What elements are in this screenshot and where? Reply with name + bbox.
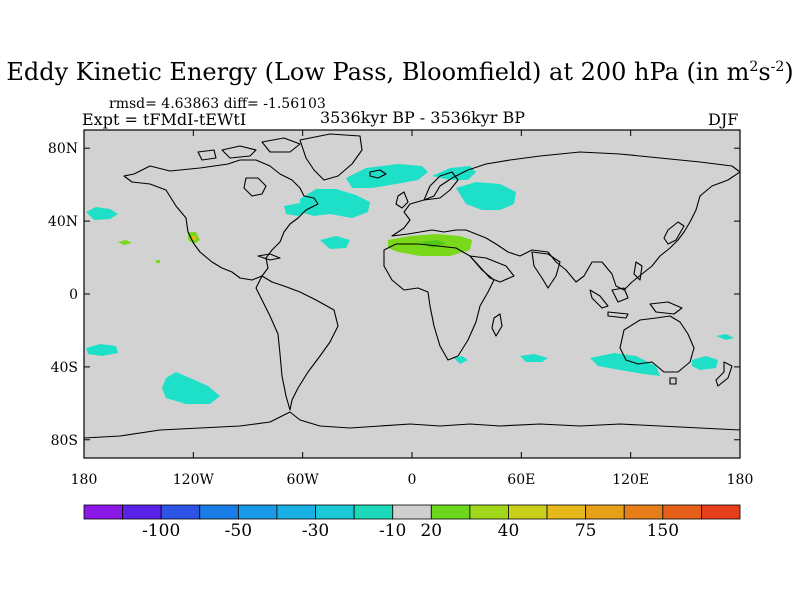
colorbar-box [508,504,548,520]
lon-label: 180 [727,472,754,488]
anomaly-patch-south-pacific-west [86,344,118,356]
colorbar-box [315,504,355,520]
anomaly-patch-north-atlantic-west [300,189,370,218]
season-label: DJF [708,110,739,129]
coastline-arctic-islands-3 [197,149,217,161]
anomaly-field [86,164,734,404]
coastline-greenland [299,133,363,181]
lat-label: 0 [69,287,78,303]
colorbar-box [353,504,394,520]
latitude-labels: 80N 40N 0 40S 80S [48,141,78,449]
coastline-australia [619,315,695,373]
colorbar-label: 75 [575,521,597,541]
colorbar-box [585,504,625,520]
coastline-arctic-islands-2 [261,137,301,153]
anomaly-patch-mid-pacific [118,240,132,245]
coastline-madagascar [491,313,503,337]
colorbar-label: -30 [302,521,329,541]
lat-label: 40N [48,214,78,230]
lon-label: 0 [408,472,417,488]
coastline-arctic-islands-1 [221,145,257,159]
colorbar-label: 150 [647,521,679,541]
coastline-scandinavia [423,171,459,201]
coastline-british-isles [395,191,409,209]
lon-label: 60E [507,472,535,488]
colorbar-box [623,504,664,520]
anomaly-patch-north-america [284,203,308,216]
colorbar-box [237,504,278,520]
coastline-india [531,251,561,289]
map-panel [83,129,741,459]
anomaly-patch-south-indian-west [520,354,548,362]
colorbar-box [662,504,702,520]
lon-label: 120E [612,472,649,488]
lon-label: 60W [287,472,320,488]
anomaly-patch-east-pacific [156,260,160,263]
colorbar-label: 20 [420,521,442,541]
coastline-south-america [255,275,339,411]
anomaly-patch-south-indian-east [590,353,660,376]
coastline-cuba [257,253,281,261]
coastline-java [607,311,629,319]
colorbar-box [392,504,432,520]
colorbar [83,504,741,520]
anomaly-patch-siberia [456,182,516,210]
colorbar-label: -50 [225,521,252,541]
lat-label: 80N [48,141,78,157]
anomaly-patch-south-atlantic [454,356,468,364]
coastline-arabia [469,255,515,283]
colorbar-box [469,504,509,520]
coastline-hudson-bay [243,177,267,197]
coastline-japan [663,221,685,245]
experiment-label: Expt = tFMdI-tEWtI [82,110,247,129]
colorbar-label: -100 [142,521,180,541]
lon-label: 180 [71,472,98,488]
colorbar-box [276,504,316,520]
coastline-iceland [369,169,387,179]
colorbar-label: -10 [379,521,406,541]
anomaly-patch-norwegian-sea [432,166,476,180]
statistics-text: rmsd= 4.63863 diff= -1.56103 [109,96,326,112]
anomaly-patch-north-africa-core [420,240,446,248]
coastline-eurasia [391,151,740,291]
coastline-tasmania [669,377,677,385]
anomaly-patch-tasman-sea [692,356,718,370]
longitude-labels: 180 120W 60W 0 60E 120E 180 [71,472,754,488]
colorbar-box [701,504,741,520]
lat-label: 80S [51,433,78,449]
coastline-antarctica [84,411,740,439]
colorbar-box [546,504,587,520]
coastline-new-zealand [715,361,733,387]
axis-ticks [83,130,741,458]
anomaly-patch-north-pacific [86,207,118,220]
lat-label: 40S [51,360,78,376]
anomaly-patch-subtropical-atlantic [320,236,350,249]
coastline-philippines [633,261,643,281]
coastline-sumatra [589,289,609,309]
colorbar-labels: -100 -50 -30 -10 20 40 75 150 [142,521,679,541]
anomaly-patch-california-core [192,236,196,240]
coastlines [84,133,740,439]
colorbar-box [122,504,162,520]
colorbar-box [83,504,123,520]
anomaly-patch-new-caledonia [716,334,734,340]
lon-label: 120W [173,472,215,488]
colorbar-box [199,504,239,520]
anomaly-patch-south-pacific-east [162,372,220,404]
anomaly-patch-north-atlantic-north [346,164,428,188]
colorbar-box [160,504,201,520]
coastline-north-america [123,159,319,281]
period-label: 3536kyr BP - 3536kyr BP [320,108,525,127]
coastline-africa [383,243,495,361]
coastline-borneo [611,287,629,303]
coastline-new-guinea [649,301,683,315]
plot-title: Eddy Kinetic Energy (Low Pass, Bloomfiel… [6,58,794,86]
colorbar-box [430,504,471,520]
colorbar-label: 40 [498,521,520,541]
